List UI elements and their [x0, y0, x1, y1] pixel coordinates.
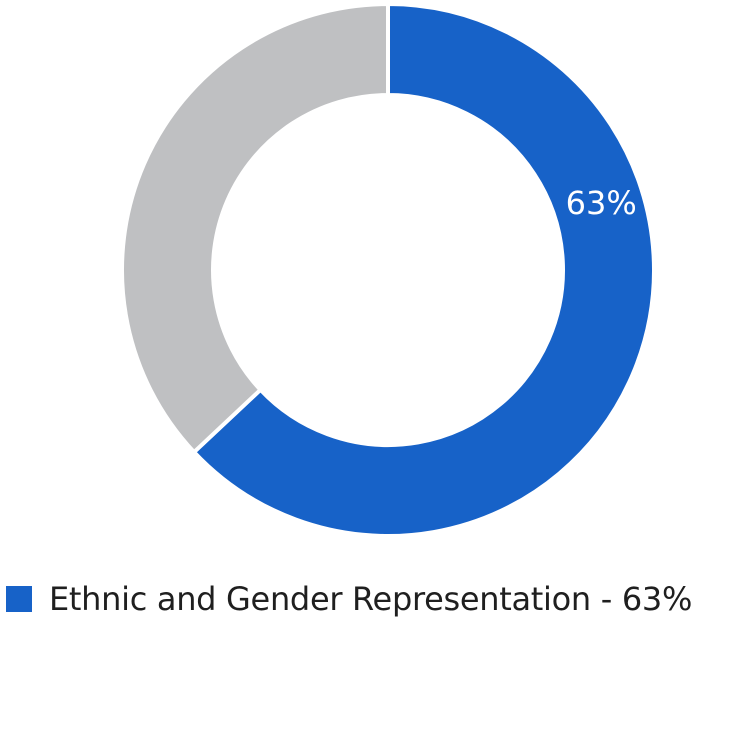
donut-chart: 63% — [120, 1, 656, 538]
donut-slices — [120, 1, 656, 538]
donut-slice-1 — [191, 1, 656, 538]
donut-data-label-1: 63% — [566, 184, 637, 222]
donut-slice-2 — [120, 1, 390, 455]
chart-legend: Ethnic and Gender Representation - 63% — [6, 574, 692, 624]
donut-data-labels: 63% — [566, 184, 637, 222]
legend-swatch — [6, 586, 32, 612]
legend-label: Ethnic and Gender Representation - 63% — [49, 580, 693, 618]
